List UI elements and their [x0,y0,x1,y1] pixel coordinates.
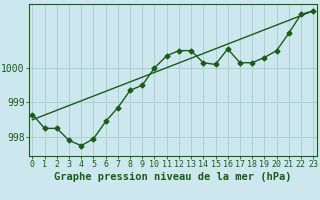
X-axis label: Graphe pression niveau de la mer (hPa): Graphe pression niveau de la mer (hPa) [54,172,292,182]
